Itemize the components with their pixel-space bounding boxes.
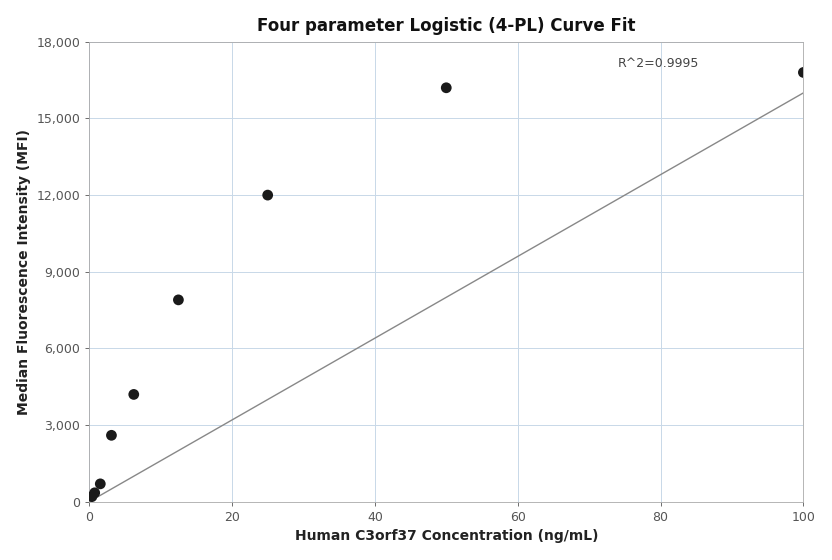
Point <box>85 492 98 501</box>
X-axis label: Human C3orf37 Concentration (ng/mL): Human C3orf37 Concentration (ng/mL) <box>295 529 598 543</box>
Point <box>127 390 141 399</box>
Point <box>88 488 102 497</box>
Point <box>797 68 810 77</box>
Title: Four parameter Logistic (4-PL) Curve Fit: Four parameter Logistic (4-PL) Curve Fit <box>257 17 636 35</box>
Point <box>261 190 275 199</box>
Point <box>439 83 453 92</box>
Point <box>105 431 118 440</box>
Text: R^2=0.9995: R^2=0.9995 <box>617 57 699 70</box>
Point <box>94 479 107 488</box>
Point <box>171 295 185 304</box>
Y-axis label: Median Fluorescence Intensity (MFI): Median Fluorescence Intensity (MFI) <box>17 129 31 415</box>
